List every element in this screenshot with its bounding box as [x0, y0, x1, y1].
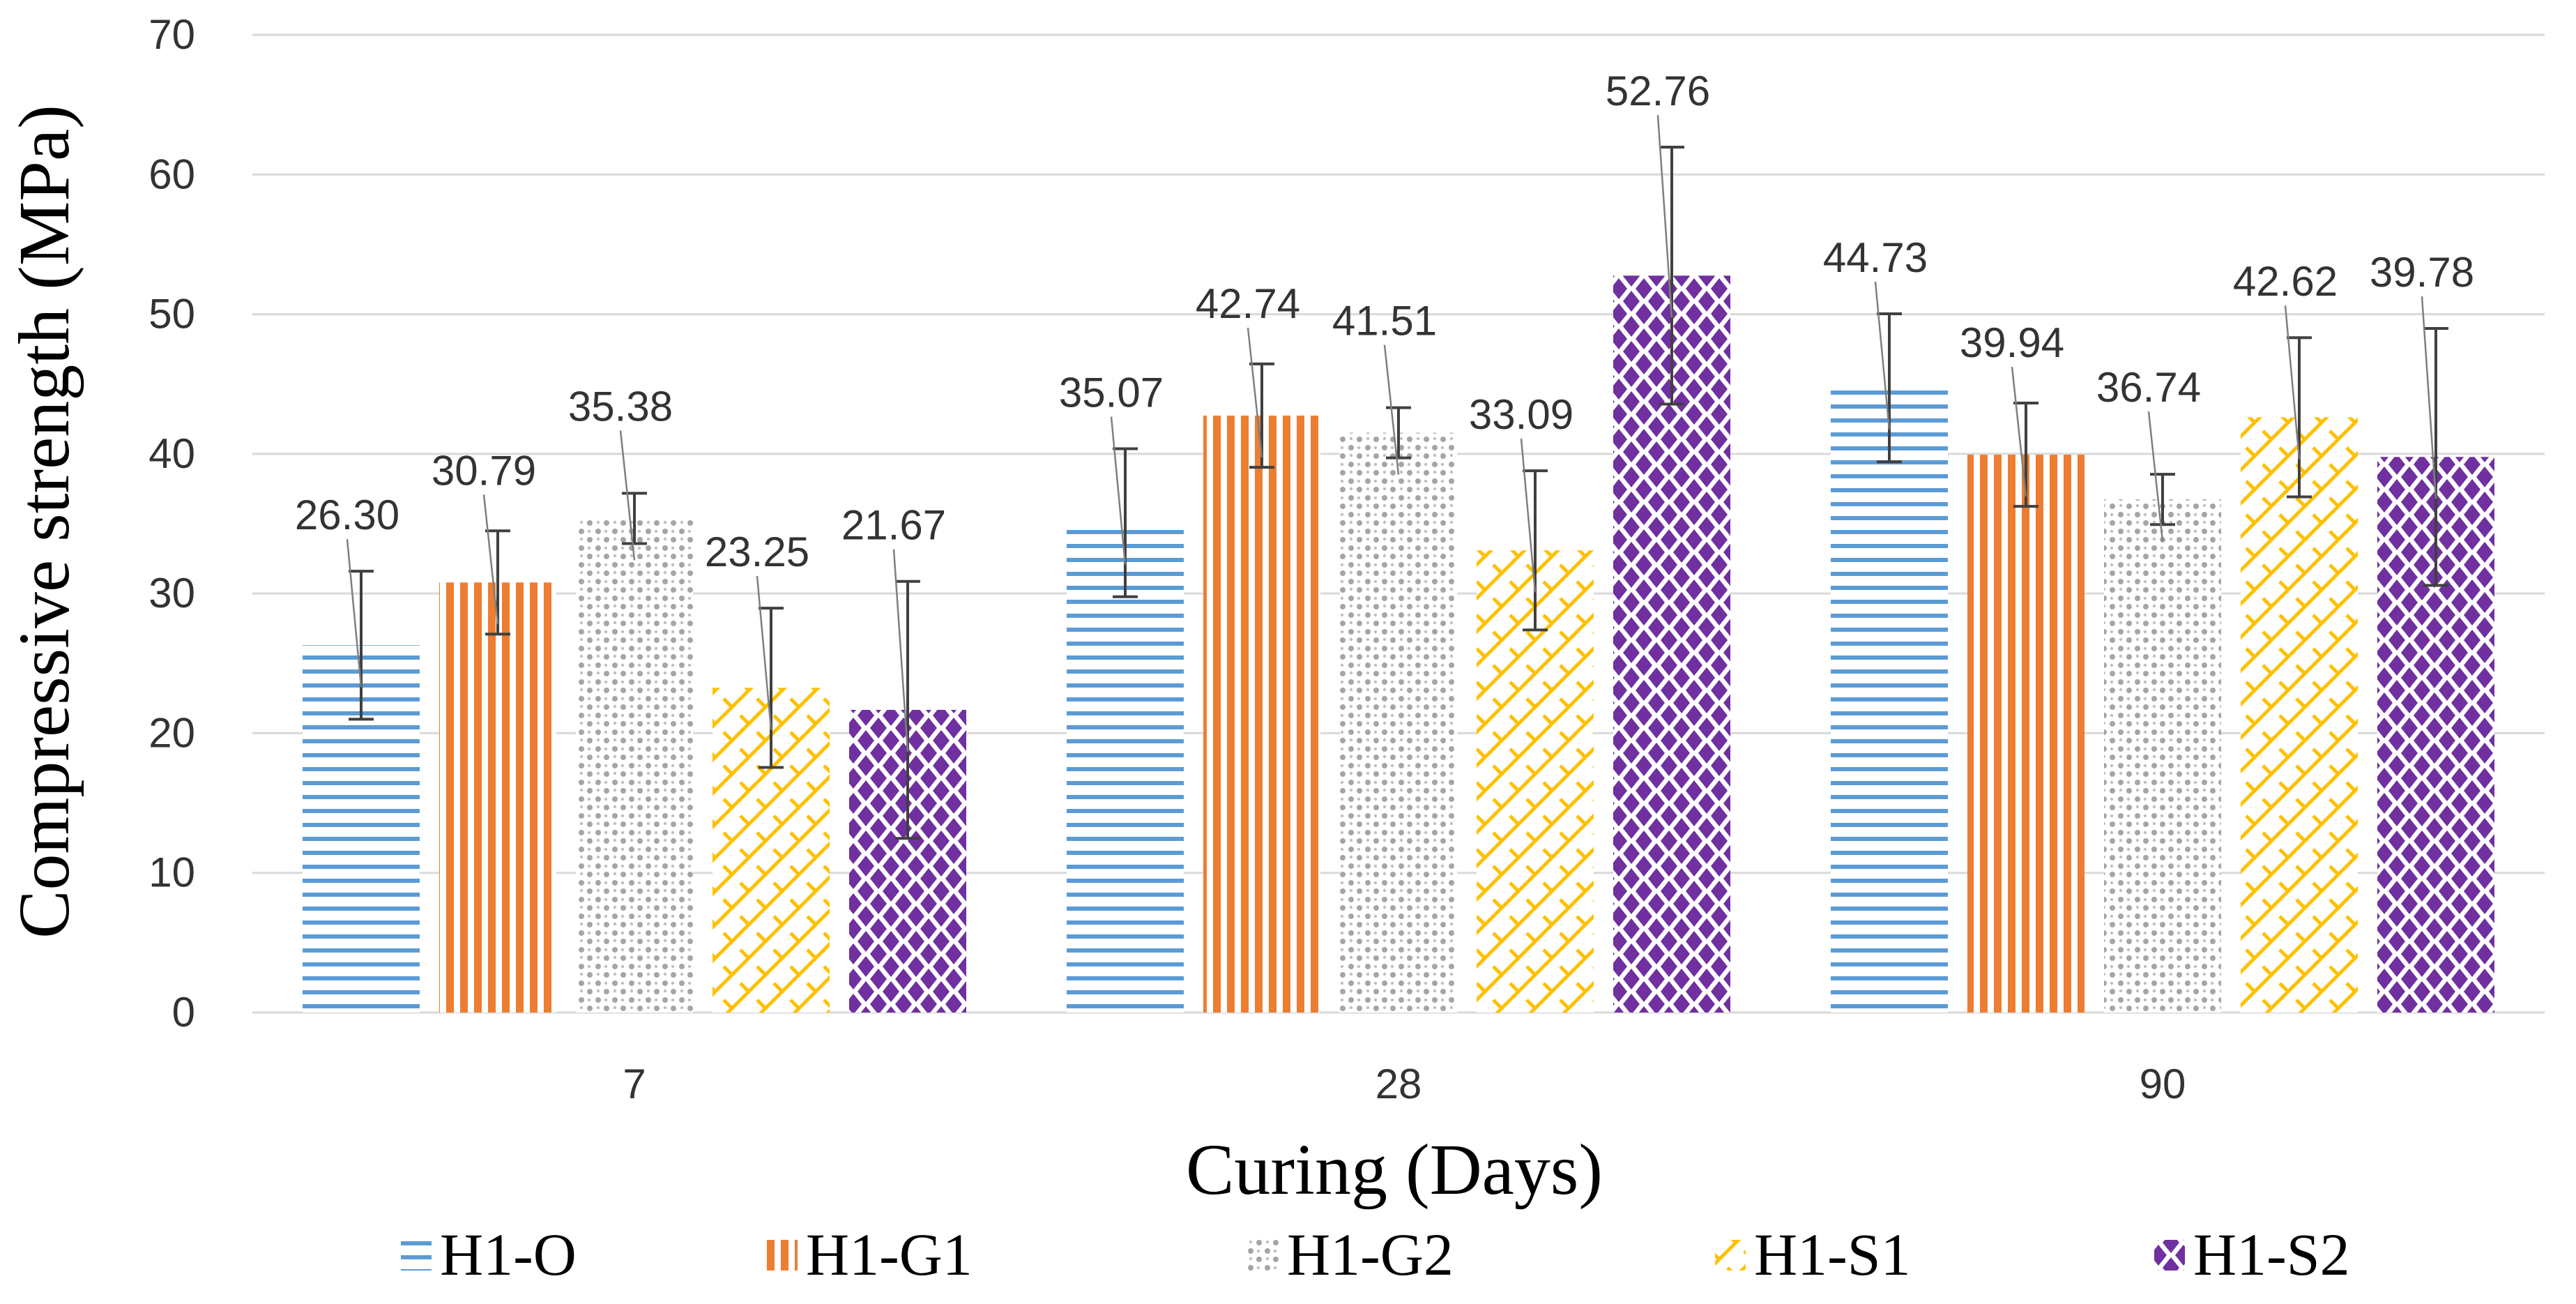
label-leader [482, 494, 499, 625]
label-leader [2147, 411, 2164, 542]
label-leader [1247, 327, 1263, 458]
error-bar [2423, 327, 2448, 587]
label-leader [1656, 114, 1673, 318]
legend-swatch [1248, 1240, 1279, 1271]
error-bars [349, 146, 2448, 840]
data-labels: 26.30 30.79 35.38 23.25 21.67 35.07 42.74 41.51… [295, 68, 2474, 752]
error-bar [2287, 336, 2312, 499]
label-leader [346, 538, 363, 688]
legend-label: H1-S2 [2193, 1221, 2350, 1288]
y-tick-label: 50 [148, 291, 195, 338]
bar-h1-g1-90 [1967, 455, 2085, 1013]
error-bar [1659, 146, 1684, 406]
error-bar [622, 492, 647, 545]
data-label: 44.73 [1823, 234, 1928, 281]
data-label: 23.25 [705, 529, 809, 575]
y-tick-label: 30 [148, 570, 195, 616]
bar-h1-g2-7 [576, 518, 693, 1013]
data-label: 35.38 [568, 383, 673, 430]
data-label: 21.67 [841, 502, 946, 549]
label-leader [1383, 344, 1400, 475]
y-tick-label: 20 [148, 709, 195, 756]
data-label: 52.76 [1606, 68, 1710, 114]
legend-item-h1-o: H1-O [401, 1221, 577, 1288]
x-tick-label: 28 [1375, 1061, 1422, 1107]
bar-h1-g1-7 [439, 582, 556, 1013]
legend: H1-O H1-G1 H1-G2 H1-S1 H1-S2 [401, 1221, 2350, 1288]
data-label: 39.94 [1960, 319, 2064, 366]
legend-label: H1-G1 [806, 1221, 973, 1288]
label-leader [1520, 438, 1537, 593]
bar-h1-s1-90 [2241, 417, 2358, 1013]
error-bar [1523, 469, 1548, 632]
x-axis-title: Curing (Days) [1186, 1130, 1603, 1210]
y-tick-label: 10 [148, 849, 195, 896]
legend-item-h1-g1: H1-G1 [767, 1221, 973, 1288]
label-leader [619, 430, 636, 561]
legend-swatch [401, 1240, 432, 1271]
data-label: 33.09 [1469, 391, 1573, 438]
bar-h1-o-28 [1067, 522, 1184, 1013]
label-leader [1110, 416, 1127, 565]
y-tick-label: 60 [148, 151, 195, 197]
legend-item-h1-s2: H1-S2 [2154, 1221, 2350, 1288]
legend-item-h1-g2: H1-G2 [1248, 1221, 1454, 1288]
error-bar [1386, 406, 1411, 460]
data-label: 30.79 [432, 447, 536, 494]
data-label: 36.74 [2096, 364, 2201, 411]
label-leader [892, 549, 909, 752]
error-bar [759, 607, 784, 769]
bar-h1-g1-28 [1203, 415, 1320, 1013]
legend-label: H1-O [440, 1221, 577, 1288]
data-label: 35.07 [1059, 369, 1164, 416]
error-bar [349, 570, 374, 721]
x-tick-label: 90 [2140, 1061, 2186, 1107]
legend-swatch [2154, 1240, 2185, 1271]
bars [303, 275, 2494, 1013]
bar-h1-g2-28 [1340, 432, 1457, 1013]
bar-h1-o-90 [1831, 388, 1948, 1013]
legend-swatch [767, 1240, 798, 1271]
label-leader [756, 576, 772, 730]
error-bar [1113, 447, 1138, 598]
legend-swatch [1715, 1240, 1746, 1271]
error-bar [895, 579, 920, 840]
legend-label: H1-G2 [1287, 1221, 1454, 1288]
x-axis-ticks: 7 28 90 [623, 1061, 2186, 1107]
error-bar [2150, 473, 2175, 526]
label-leader [1874, 281, 1891, 430]
y-tick-label: 0 [172, 989, 195, 1036]
y-axis-title: Compressive strength (MPa) [4, 105, 84, 939]
label-leader [2284, 305, 2301, 460]
error-bar [1877, 312, 1902, 464]
data-label: 42.74 [1196, 280, 1300, 327]
x-tick-label: 7 [623, 1061, 646, 1107]
label-leader [2011, 366, 2027, 497]
label-leader [2421, 296, 2437, 499]
bar-h1-g2-90 [2104, 499, 2221, 1013]
data-label: 26.30 [295, 492, 399, 538]
data-label: 42.62 [2233, 258, 2338, 305]
y-tick-label: 40 [148, 430, 195, 477]
data-label: 39.78 [2370, 249, 2474, 296]
legend-label: H1-S1 [1754, 1221, 1911, 1288]
legend-item-h1-s1: H1-S1 [1715, 1221, 1911, 1288]
y-axis-ticks: 0 10 20 30 40 50 60 70 [148, 11, 195, 1036]
data-label: 41.51 [1332, 298, 1437, 344]
y-tick-label: 70 [148, 11, 195, 58]
